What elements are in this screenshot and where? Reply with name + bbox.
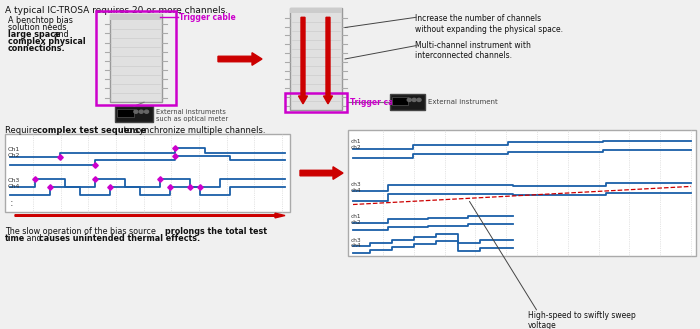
Text: Ch1
Ch2: Ch1 Ch2 [8,147,20,158]
Text: solution needs: solution needs [8,23,66,32]
Bar [390,94,425,110]
Bar [115,106,153,122]
Text: :: : [10,198,13,208]
Polygon shape [218,53,262,65]
Bar [5,134,290,213]
Text: prolongs the total test: prolongs the total test [165,227,267,236]
Text: High-speed to swiftly sweep
voltage: High-speed to swiftly sweep voltage [528,311,636,329]
Polygon shape [300,167,343,179]
Text: Ch3
Ch4: Ch3 Ch4 [8,178,20,189]
Text: causes unintended thermal effects.: causes unintended thermal effects. [39,234,200,242]
Text: large space: large space [8,30,60,39]
Text: Increase the number of channels
without expanding the physical space.: Increase the number of channels without … [415,14,563,34]
Text: External instrument: External instrument [428,99,498,105]
Text: Trigger cable: Trigger cable [179,13,236,22]
Text: External instruments
such as optical meter: External instruments such as optical met… [156,109,228,122]
Text: complex physical: complex physical [8,37,85,46]
Text: and: and [51,30,69,39]
Bar [110,14,162,102]
Polygon shape [15,213,285,218]
Text: to synchronize multiple channels.: to synchronize multiple channels. [121,126,265,135]
Circle shape [144,110,148,113]
Bar [290,8,342,13]
Bar [348,130,696,256]
Text: connections.: connections. [8,44,66,53]
Text: complex test sequence: complex test sequence [37,126,146,135]
Text: Multi-channel instrument with
interconnected channels.: Multi-channel instrument with interconne… [415,41,531,60]
Circle shape [407,98,412,101]
Bar [290,8,342,110]
Text: Trigger cable: Trigger cable [350,98,407,107]
Circle shape [139,110,144,113]
Circle shape [417,98,421,101]
Text: ch3
ch4: ch3 ch4 [351,238,362,248]
Text: ch1
ch2: ch1 ch2 [351,139,362,150]
Bar [96,11,176,105]
Bar [392,97,407,105]
Text: time: time [5,234,25,242]
Bar [110,14,162,20]
Polygon shape [298,17,307,104]
Polygon shape [323,17,332,104]
Text: ch3
ch4: ch3 ch4 [351,182,362,192]
Text: A benchtop bias: A benchtop bias [8,16,73,25]
Text: The slow operation of the bias source: The slow operation of the bias source [5,227,158,236]
Bar [117,109,134,117]
Text: Require: Require [5,126,40,135]
Text: A typical IC-TROSA requires 20 or more channels.: A typical IC-TROSA requires 20 or more c… [5,6,228,15]
Text: ch1
ch2: ch1 ch2 [351,214,362,225]
Text: and: and [24,234,44,242]
Circle shape [134,110,138,113]
Circle shape [412,98,416,101]
Bar [285,93,347,113]
